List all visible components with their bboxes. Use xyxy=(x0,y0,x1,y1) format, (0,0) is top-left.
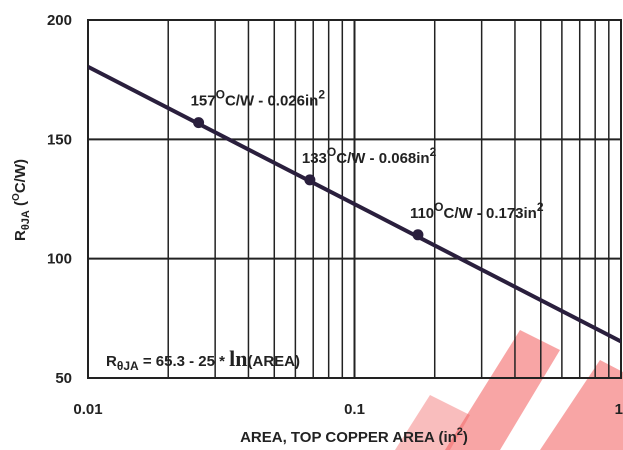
y-tick-label: 150 xyxy=(47,131,72,148)
point-label: 133OC/W - 0.068in2 xyxy=(302,145,437,167)
watermark-logo xyxy=(395,330,623,450)
marked-points xyxy=(193,117,424,241)
point-label: 110OC/W - 0.173in2 xyxy=(410,200,544,222)
x-tick-labels: 0.01 0.1 1 xyxy=(73,401,623,418)
equation: RθJA = 65.3 - 25 * ln(AREA) xyxy=(106,346,300,373)
y-tick-label: 50 xyxy=(55,370,72,387)
y-tick-label: 100 xyxy=(47,251,72,268)
data-point-marker xyxy=(412,229,424,241)
x-tick-label: 0.01 xyxy=(73,401,102,418)
x-tick-label: 1 xyxy=(615,401,623,418)
x-tick-label: 0.1 xyxy=(344,401,365,418)
y-axis-title: RθJA (OC/W) xyxy=(11,159,32,241)
series-line xyxy=(88,65,621,344)
point-label: 157OC/W - 0.026in2 xyxy=(191,88,326,110)
x-axis-title: AREA, TOP COPPER AREA (in2) xyxy=(240,426,468,446)
plot-frame xyxy=(87,19,622,379)
data-point-marker xyxy=(304,174,316,186)
data-point-marker xyxy=(193,117,205,129)
y-tick-label: 200 xyxy=(47,12,72,29)
y-tick-labels: 200 150 100 50 xyxy=(47,12,72,387)
point-annotations: 157OC/W - 0.026in2 133OC/W - 0.068in2 110O… xyxy=(191,88,544,222)
